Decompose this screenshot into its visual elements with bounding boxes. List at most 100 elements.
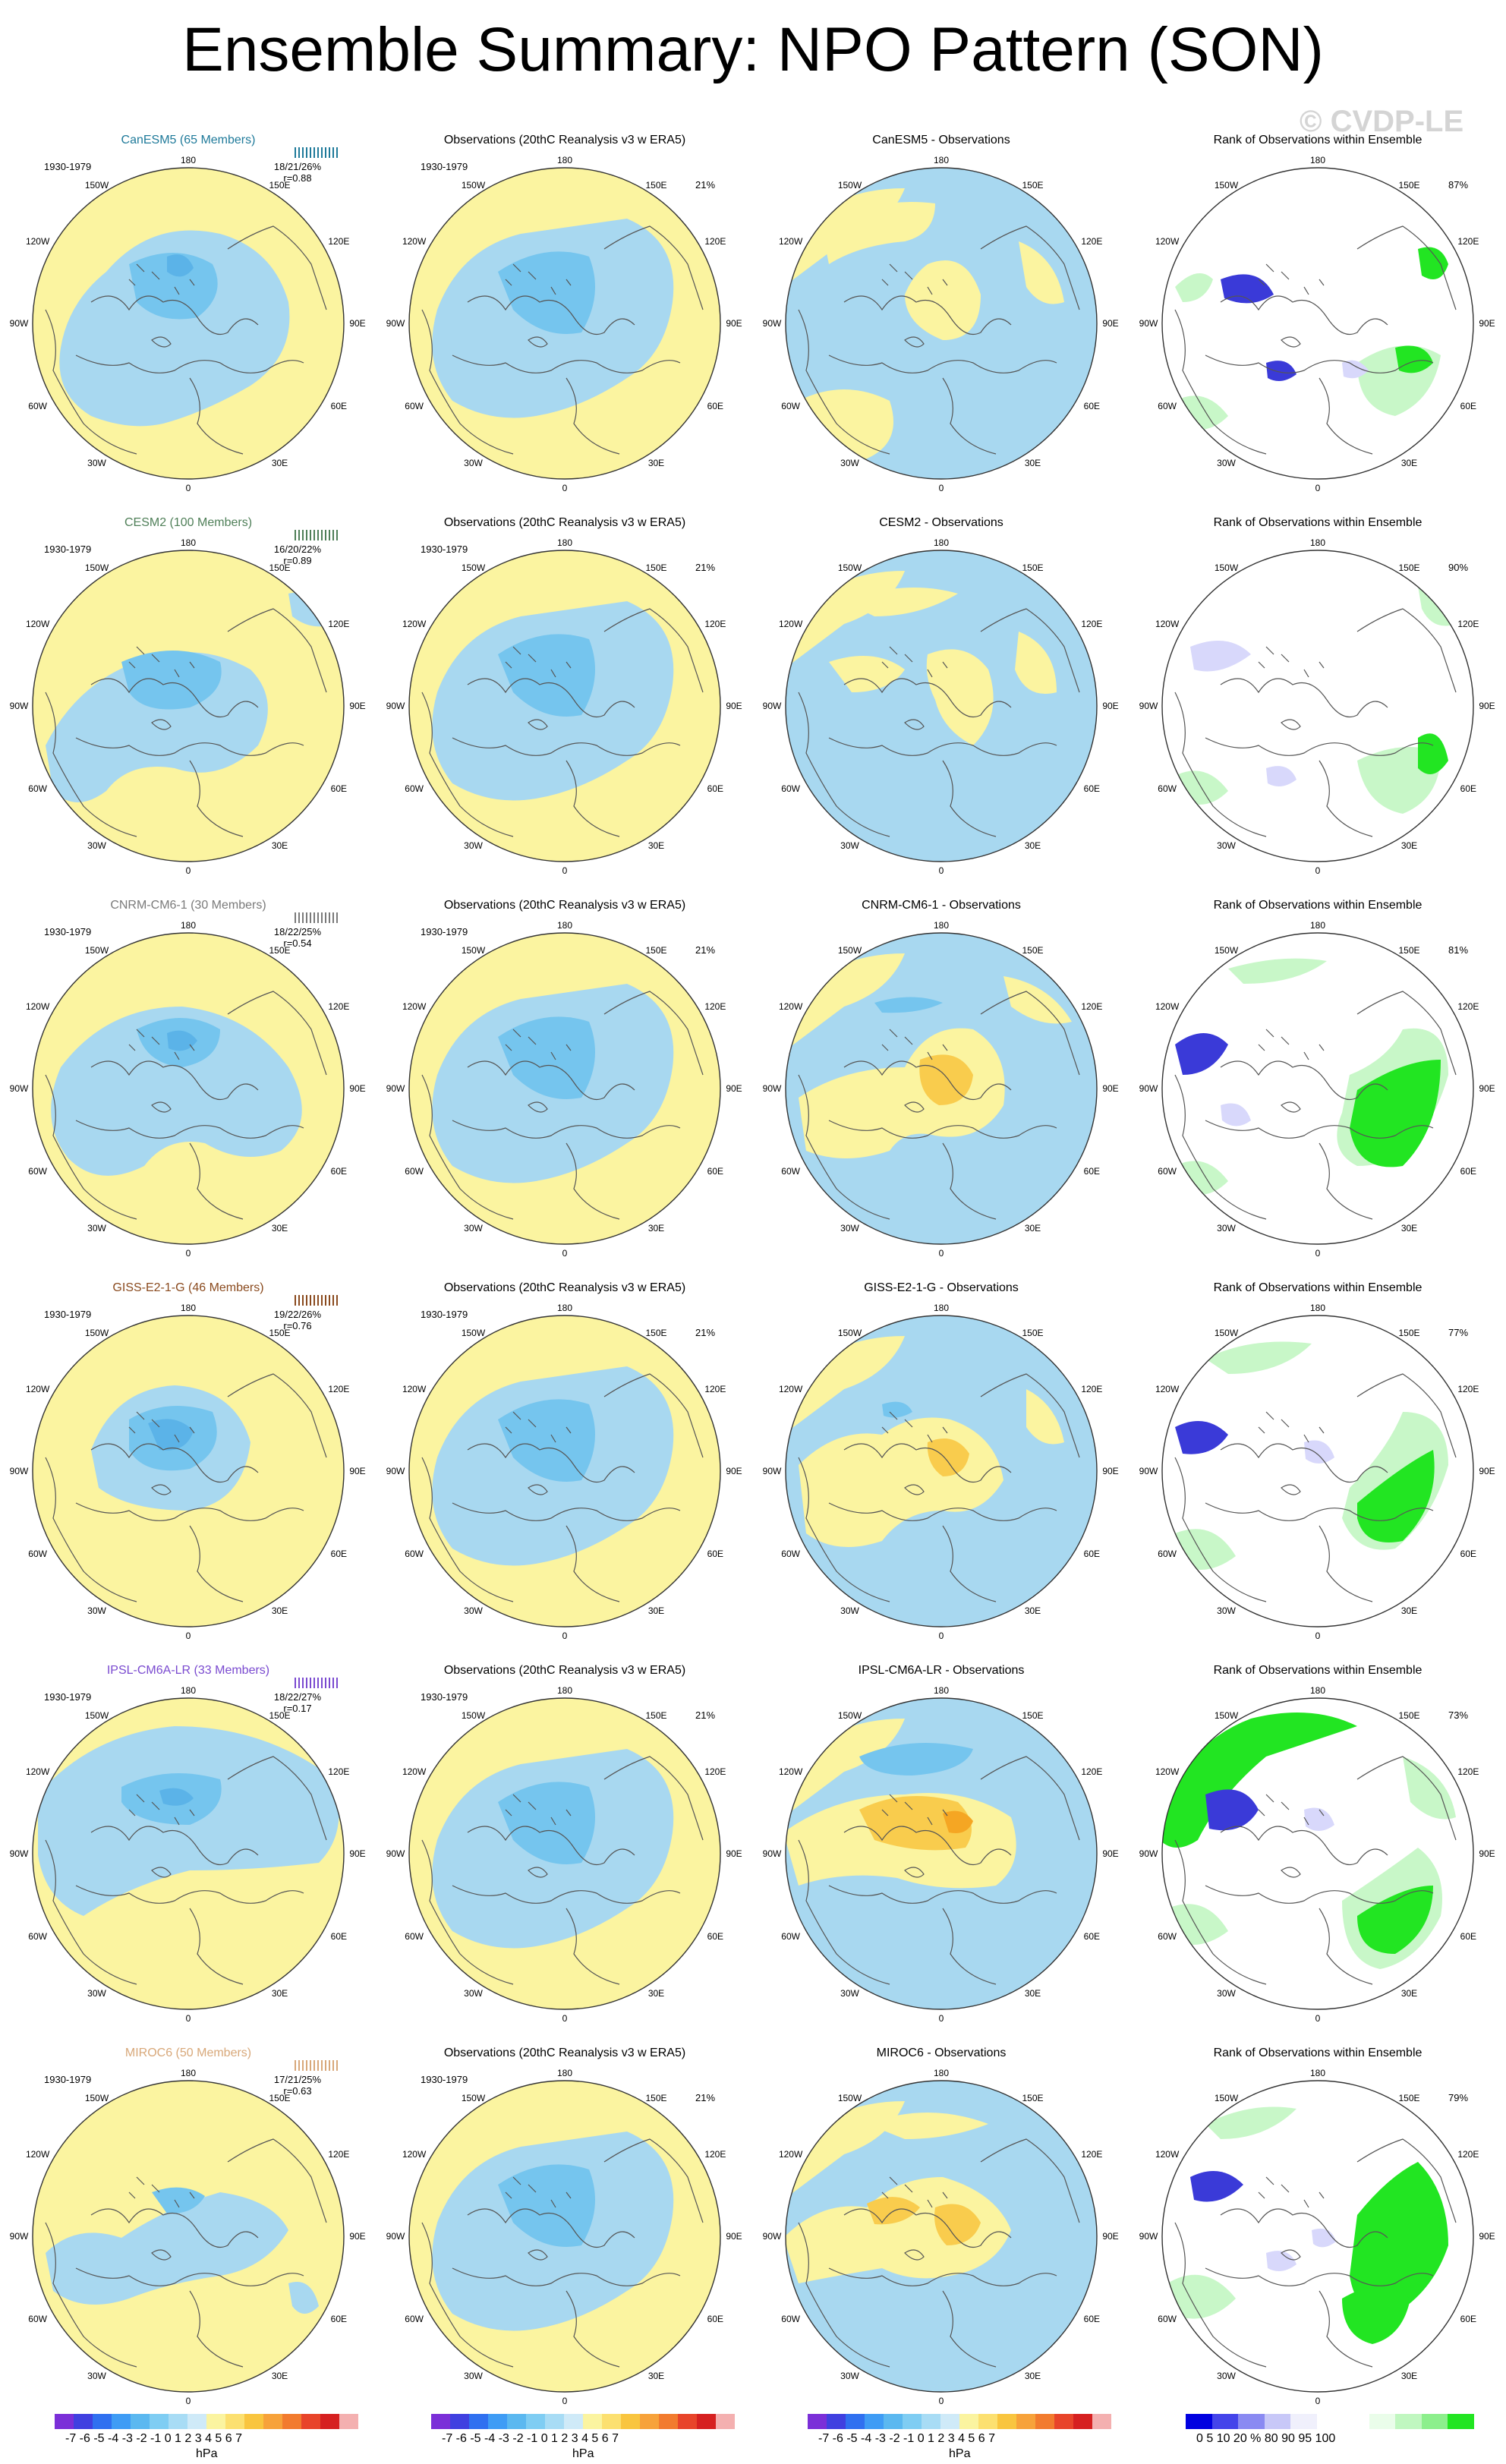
panel-diff-row-1: 180 0 150W 150E 120W 120E 90W 90E 60W 60E 30W 30E Ca… — [753, 112, 1130, 495]
grid-label-lr2: 60E — [1083, 1548, 1101, 1559]
grid-label-ll2: 60W — [1158, 783, 1177, 794]
grid-label-ll: 30W — [87, 1223, 106, 1234]
map-border — [408, 550, 721, 862]
colorbar-swatch — [1238, 2414, 1265, 2429]
coastlines — [421, 1373, 704, 1602]
grid-label-top: 180 — [556, 537, 573, 548]
diff-title: IPSL-CM6A-LR - Observations — [858, 1664, 1025, 1677]
map-border — [32, 1697, 345, 2010]
contour-region — [167, 1030, 197, 1051]
grid-label-mr: 90E — [1479, 1466, 1495, 1476]
coastlines — [1174, 608, 1457, 837]
grid-label-ll2: 60W — [781, 1165, 800, 1177]
grid-label-ur2: 120E — [1081, 1000, 1103, 1012]
contour-region — [1167, 2274, 1236, 2319]
model-title: IPSL-CM6A-LR (33 Members) — [106, 1664, 270, 1677]
colorbar-swatch — [602, 2414, 621, 2429]
grid-label-ur: 150E — [269, 944, 291, 956]
grid-label-bottom: 0 — [1315, 865, 1321, 876]
grid-label-ll2: 60W — [781, 400, 800, 411]
model-title: CanESM5 (65 Members) — [121, 134, 256, 147]
grid-label-ul2: 120W — [25, 1766, 50, 1777]
grid-label-ul2: 120W — [1155, 618, 1180, 629]
grid-label-lr: 30E — [271, 1988, 288, 1999]
panel-rank-row-2: 180 0 150W 150E 120W 120E 90W 90E 60W 60E 30W 30E Ra… — [1130, 495, 1506, 878]
grid-label-lr2: 60E — [1083, 400, 1101, 411]
grid-label-lr: 30E — [1024, 1988, 1041, 1999]
grid-label-ul: 150W — [837, 944, 862, 956]
colorbar-3 — [808, 2414, 1111, 2429]
grid-label-ll: 30W — [1217, 1605, 1236, 1617]
period-label: 1930-1979 — [44, 544, 92, 555]
contour-region — [1205, 2106, 1296, 2139]
colorbar-swatch — [865, 2414, 884, 2429]
colorbar-swatch — [282, 2414, 301, 2429]
rank-pct: 73% — [1448, 1709, 1469, 1721]
grid-label-ll: 30W — [1217, 1988, 1236, 1999]
grid-label-ur: 150E — [1022, 2092, 1044, 2103]
stats-percentiles: 19/22/26% — [273, 1309, 322, 1320]
colorbar-swatch — [112, 2414, 131, 2429]
period-label: 1930-1979 — [44, 161, 92, 172]
contour-region — [874, 997, 943, 1013]
polar-map — [408, 932, 721, 1245]
grid-label-lr2: 60E — [330, 400, 348, 411]
colorbar-swatch — [187, 2414, 206, 2429]
grid-label-mr: 90E — [1479, 1848, 1495, 1859]
colorbar-tick-labels: -7 -6 -5 -4 -3 -2 -1 0 1 2 3 4 5 6 7 — [818, 2432, 996, 2445]
colorbar-swatch — [1186, 2414, 1212, 2429]
grid-label-ll: 30W — [464, 458, 483, 469]
grid-label-ur2: 120E — [328, 1766, 350, 1777]
grid-label-lr2: 60E — [707, 783, 724, 794]
grid-label-ll2: 60W — [28, 1548, 47, 1559]
grid-label-ur: 150E — [645, 179, 667, 191]
member-spread-rug — [295, 912, 340, 923]
page-title: Ensemble Summary: NPO Pattern (SON) — [182, 15, 1324, 84]
field-contours — [38, 1726, 339, 1916]
panel-diff-row-2: 180 0 150W 150E 120W 120E 90W 90E 60W 60E 30W 30E CE… — [753, 495, 1130, 878]
grid-label-ul2: 120W — [402, 2148, 427, 2160]
model-title: CESM2 (100 Members) — [124, 516, 253, 529]
contour-region — [1228, 958, 1327, 984]
coastlines — [45, 225, 327, 455]
grid-label-mr: 90E — [1479, 2231, 1495, 2242]
grid-label-ur2: 120E — [704, 1766, 726, 1777]
grid-label-ul2: 120W — [402, 618, 427, 629]
contour-region — [867, 2113, 988, 2139]
colorbar-swatch — [621, 2414, 640, 2429]
grid-label-lr2: 60E — [1460, 1548, 1477, 1559]
grid-label-ul: 150W — [1214, 179, 1239, 191]
polar-map — [1161, 550, 1474, 862]
contour-region — [1357, 1886, 1433, 1954]
colorbar-swatch — [640, 2414, 659, 2429]
grid-label-ul2: 120W — [1155, 1000, 1180, 1012]
grid-label-bottom: 0 — [185, 483, 191, 493]
contour-region — [867, 2197, 920, 2225]
colorbar-swatch — [507, 2414, 526, 2429]
grid-label-lr: 30E — [271, 840, 288, 852]
map-border — [32, 167, 345, 480]
grid-label-top: 180 — [556, 2068, 573, 2078]
colorbar-swatch — [659, 2414, 678, 2429]
obs-variance-pct: 21% — [695, 1327, 716, 1338]
grid-label-ml: 90W — [386, 2231, 405, 2242]
grid-label-ur2: 120E — [704, 235, 726, 247]
contour-region — [1266, 766, 1296, 786]
colorbar-swatch — [1290, 2414, 1317, 2429]
polar-map — [32, 1697, 345, 2010]
grid-label-ml: 90W — [762, 1848, 782, 1859]
contour-region — [882, 1401, 912, 1418]
obs-title: Observations (20thC Reanalysis v3 w ERA5… — [443, 899, 686, 912]
contour-region — [1403, 1757, 1456, 1820]
polar-map — [785, 1697, 1098, 2010]
colorbar-swatch — [716, 2414, 735, 2429]
coastlines — [1174, 225, 1457, 455]
contour-region — [927, 1438, 969, 1476]
grid-label-ll2: 60W — [405, 1165, 424, 1177]
field-contours — [1162, 1713, 1456, 1969]
contour-region — [159, 1788, 194, 1806]
coastlines — [1174, 1756, 1457, 1985]
grid-label-lr2: 60E — [1460, 2313, 1477, 2324]
grid-label-mr: 90E — [349, 1466, 366, 1476]
obs-period-label: 1930-1979 — [421, 2074, 468, 2085]
